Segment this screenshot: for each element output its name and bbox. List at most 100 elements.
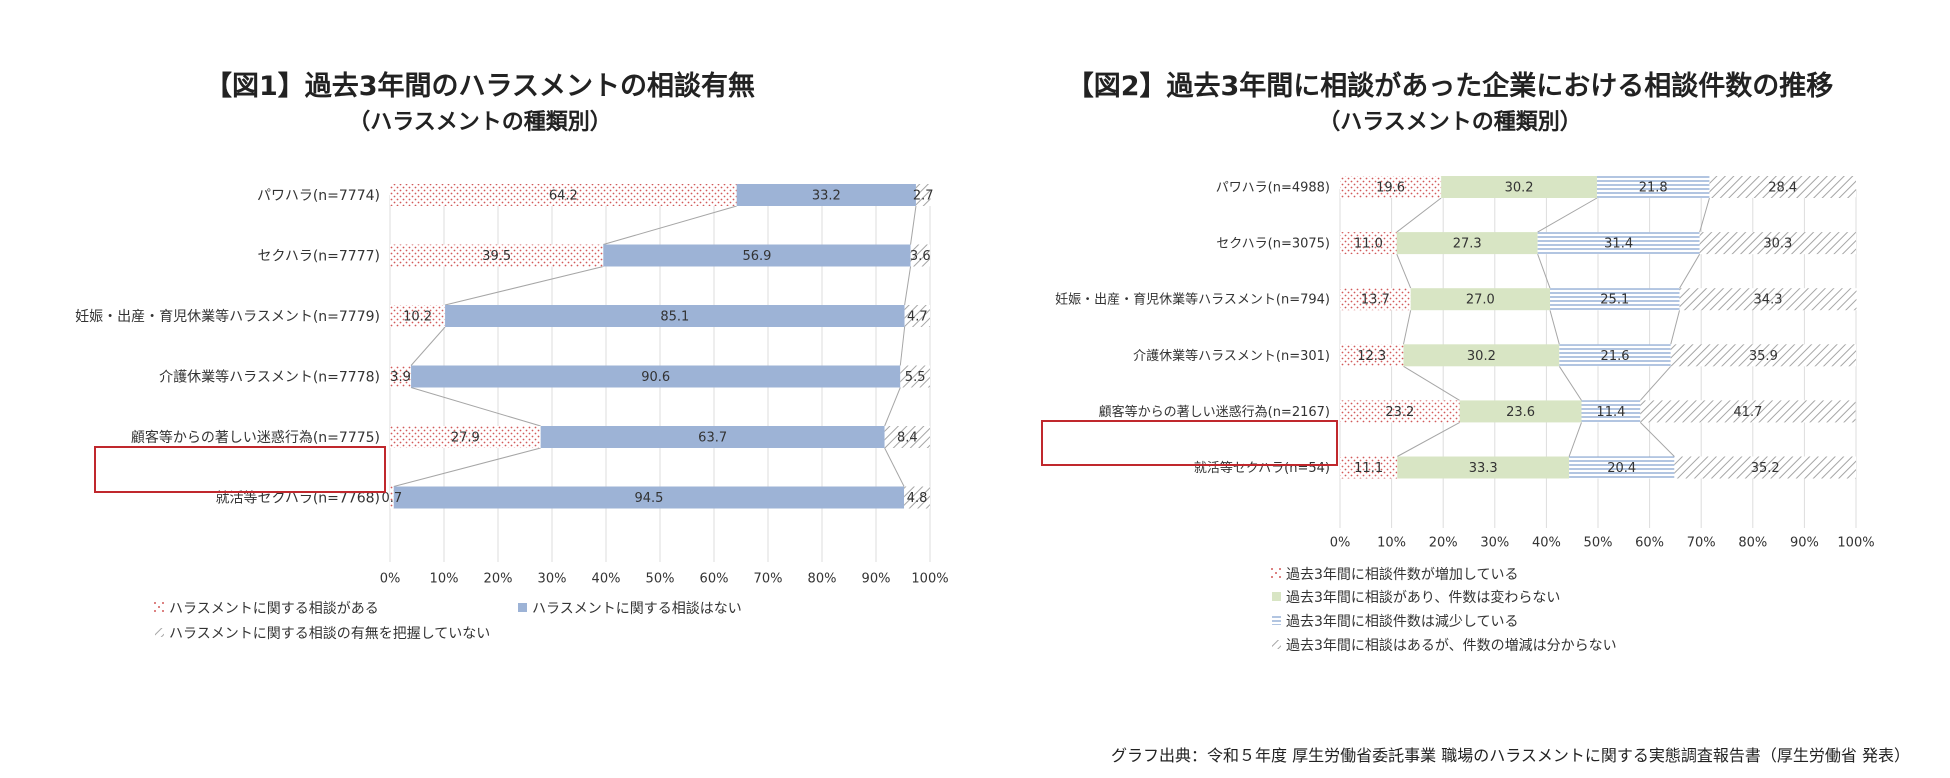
chart2-value-label: 30.3: [1763, 237, 1792, 252]
chart2-bar-hlines: [1559, 344, 1671, 367]
chart1-connector-line: [410, 387, 541, 427]
chart2-connector-line: [1402, 310, 1412, 345]
chart1-legend-hatch-icon: [155, 628, 164, 637]
chart1-value-label: 27.9: [451, 431, 480, 446]
chart2-legend-dots-icon-dot: [1271, 568, 1273, 570]
chart2-value-label: 23.2: [1385, 405, 1414, 420]
chart1-legend-label: ハラスメントに関する相談がある: [169, 601, 379, 617]
chart1-connector-line: [410, 326, 446, 366]
chart1-x-tick-label: 20%: [484, 572, 513, 587]
bars-layer: [390, 176, 1857, 509]
chart1-legend-label: ハラスメントに関する相談の有無を把握していない: [169, 626, 490, 642]
chart2-bar-hatch: [1674, 456, 1856, 479]
chart2-x-tick-label: 10%: [1377, 536, 1406, 551]
chart1-bar-hatch: [900, 365, 930, 388]
chart2-value-label: 28.4: [1768, 181, 1797, 196]
chart1-value-label: 64.2: [549, 189, 578, 204]
chart2-value-label: 12.3: [1357, 349, 1386, 364]
chart2-bar-dots: [1340, 288, 1411, 311]
chart2-value-label: 13.7: [1361, 293, 1390, 308]
chart2-bar-green: [1397, 456, 1570, 479]
chart2-connector-line: [1537, 253, 1551, 289]
chart2-value-label: 21.8: [1639, 181, 1668, 196]
chart2-value-label: 23.6: [1506, 405, 1535, 420]
chart2-category-label: パワハラ(n=4988): [1216, 181, 1330, 196]
chart1-legend-dots-icon-dot: [162, 602, 164, 604]
chart2-connector-line: [1537, 197, 1598, 233]
chart2-category-label: 介護休業等ハラスメント(n=301): [1133, 348, 1330, 364]
chart2-bar-green: [1459, 400, 1582, 423]
chart2-value-label: 11.1: [1354, 461, 1383, 476]
chart2-bar-hlines: [1581, 400, 1641, 423]
chart1-connector-line: [910, 205, 917, 245]
chart1-category-label: 就活等セクハラ(n=7768): [216, 490, 380, 507]
chart2-bar-dots: [1340, 456, 1398, 479]
chart1-value-label: 4.7: [907, 310, 928, 325]
chart2-value-label: 19.6: [1376, 181, 1405, 196]
chart2-bar-green: [1410, 288, 1551, 311]
chart2-connector-line: [1396, 253, 1412, 289]
chart2-bar-hlines: [1537, 232, 1700, 255]
chart1-value-label: 94.5: [634, 491, 663, 506]
chart1-legend-blue-icon: [518, 603, 527, 612]
source-note: グラフ出典：令和５年度 厚生労働省委託事業 職場のハラスメントに関する実態調査報…: [1111, 746, 1910, 765]
chart1-x-tick-label: 60%: [700, 572, 729, 587]
chart1-bar-hatch: [904, 305, 930, 327]
chart2-x-tick-label: 50%: [1584, 536, 1613, 551]
chart1-category-label: 妊娠・出産・育児休業等ハラスメント(n=7779): [75, 308, 380, 325]
chart2-value-label: 11.0: [1354, 237, 1383, 252]
chart2-value-label: 11.4: [1596, 405, 1625, 420]
chart2-bar-hlines: [1569, 456, 1675, 479]
chart1-value-label: 63.7: [698, 431, 727, 446]
chart1-x-tick-label: 100%: [911, 572, 948, 587]
chart1-bar-blue: [540, 426, 885, 448]
chart1-bar-blue: [736, 184, 916, 206]
chart1-legend-dots-icon-dot: [162, 610, 164, 612]
chart2-subtitle: （ハラスメントの種類別）: [1318, 110, 1582, 135]
chart1-legend-dots-icon-dot: [158, 606, 160, 608]
chart1-bar-blue: [603, 244, 911, 267]
chart2-bar-hatch: [1640, 400, 1856, 423]
chart2-category-label: セクハラ(n=3075): [1216, 237, 1330, 252]
chart1-value-label: 10.2: [403, 310, 432, 325]
chart1-x-tick-label: 30%: [538, 572, 567, 587]
chart1-connector-line: [899, 326, 906, 366]
chart1-value-label: 3.6: [910, 249, 931, 264]
chart1-x-tick-label: 0%: [380, 572, 401, 587]
text-layer: 0% 10% 20% 30% 40% 50% 60% 70% 80% 90% 100% 64.2 33.…: [75, 181, 1874, 655]
chart2-x-tick-label: 90%: [1790, 536, 1819, 551]
chart1-bar-dots: [390, 426, 541, 448]
chart1-value-label: 0.7: [382, 491, 403, 506]
chart2-legend-label: 過去3年間に相談があり、件数は変わらない: [1286, 589, 1560, 606]
chart2-value-label: 30.2: [1467, 349, 1496, 364]
chart1-category-label: 介護休業等ハラスメント(n=7778): [159, 369, 380, 386]
chart1-bar-dots: [390, 184, 737, 206]
chart1-connector-line: [393, 447, 541, 487]
chart2-category-label: 妊娠・出産・育児休業等ハラスメント(n=794): [1055, 292, 1330, 308]
chart2-x-tick-label: 20%: [1429, 536, 1458, 551]
chart1-value-label: 85.1: [660, 310, 689, 325]
chart1-x-tick-label: 70%: [754, 572, 783, 587]
chart1-highlight-box: [94, 446, 386, 493]
chart1-legend-dots-icon-dot: [154, 610, 156, 612]
chart1-x-tick-label: 80%: [808, 572, 837, 587]
chart2-bar-hlines: [1596, 176, 1710, 198]
chart1-value-label: 5.5: [905, 370, 926, 385]
chart2-title: 【図2】過去3年間に相談があった企業における相談件数の推移: [1066, 71, 1834, 102]
chart2-bar-hlines: [1550, 288, 1680, 311]
chart1-x-tick-label: 10%: [430, 572, 459, 587]
chart1-category-label: セクハラ(n=7777): [258, 249, 380, 265]
chart2-category-label: 就活等セクハラ(n=54): [1194, 460, 1330, 476]
chart1-connector-line: [884, 447, 905, 487]
chart1-subtitle: （ハラスメントの種類別）: [348, 110, 612, 135]
chart1-value-label: 90.6: [641, 370, 670, 385]
chart2-value-label: 35.9: [1749, 349, 1778, 364]
chart2-connector-line: [1568, 422, 1582, 457]
chart2-connector-line: [1396, 197, 1442, 233]
chart1-value-label: 4.8: [907, 491, 928, 506]
chart1-legend-dots-icon-dot: [154, 602, 156, 604]
chart2-bar-dots: [1340, 232, 1397, 255]
chart1-value-label: 2.7: [913, 189, 934, 204]
chart1-category-label: パワハラ(n=7774): [257, 188, 380, 204]
chart2-legend-dots-icon-dot: [1275, 572, 1277, 574]
